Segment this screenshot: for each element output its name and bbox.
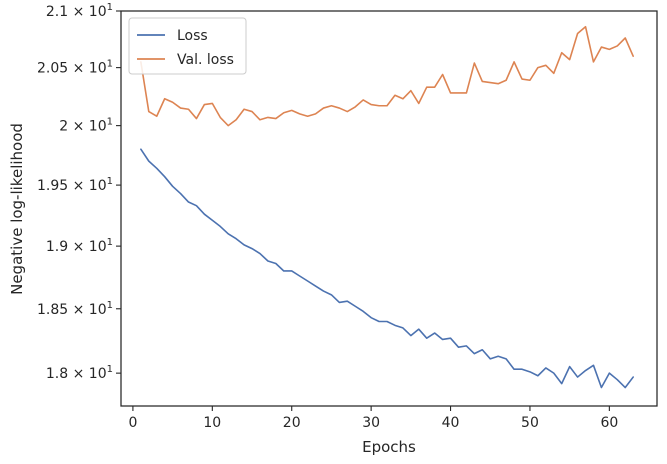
y-tick-mantissa: 1.8 (46, 366, 68, 382)
x-tick-label: 50 (521, 415, 539, 431)
x-tick-label: 0 (128, 415, 137, 431)
y-tick-base: 10 (89, 178, 107, 194)
y-tick-base: 10 (89, 302, 107, 318)
y-tick-times: × (68, 239, 89, 255)
x-tick-label: 40 (442, 415, 460, 431)
y-tick-base: 10 (89, 239, 107, 255)
x-tick-label: 10 (203, 415, 221, 431)
y-tick-label: 1.8 × 101 (46, 364, 113, 382)
y-tick-mantissa: 2.05 (37, 61, 68, 77)
y-tick-mantissa: 2 (59, 119, 68, 135)
y-tick-mantissa: 1.85 (37, 302, 68, 318)
series-layer (140, 25, 634, 389)
y-axis-label: Negative log-likelihood (8, 123, 26, 295)
y-tick-exponent: 1 (107, 176, 113, 187)
y-tick-times: × (68, 178, 89, 194)
legend-label: Loss (177, 28, 208, 44)
y-tick-label: 1.85 × 101 (37, 300, 113, 318)
y-tick-times: × (68, 119, 89, 135)
y-tick-base: 10 (89, 61, 107, 77)
y-tick-label: 1.9 × 101 (46, 237, 113, 255)
series-line-loss (140, 148, 634, 389)
y-tick-exponent: 1 (107, 2, 113, 13)
y-tick-exponent: 1 (107, 59, 113, 70)
y-tick-times: × (68, 366, 89, 382)
y-tick-base: 10 (89, 366, 107, 382)
y-tick-times: × (68, 4, 89, 20)
y-tick-times: × (68, 61, 89, 77)
legend-box (128, 17, 247, 75)
plot-frame (120, 10, 658, 407)
y-tick-exponent: 1 (107, 117, 113, 128)
series-line-val-loss (140, 25, 634, 127)
y-tick-times: × (68, 302, 89, 318)
y-tick-exponent: 1 (107, 364, 113, 375)
x-tick-label: 30 (362, 415, 380, 431)
y-tick-label: 1.95 × 101 (37, 176, 113, 194)
y-tick-mantissa: 1.9 (46, 239, 68, 255)
legend: Loss Val. loss (128, 17, 247, 75)
x-tick-label: 60 (600, 415, 618, 431)
y-tick-mantissa: 1.95 (37, 178, 68, 194)
x-tick-label: 20 (283, 415, 301, 431)
y-tick-label: 2 × 101 (59, 117, 113, 135)
y-tick-base: 10 (89, 119, 107, 135)
x-axis: 0 10 20 30 40 50 60 (128, 406, 618, 431)
y-tick-base: 10 (89, 4, 107, 20)
y-tick-label: 2.1 × 101 (46, 2, 113, 20)
legend-label: Val. loss (177, 52, 234, 68)
y-tick-mantissa: 2.1 (46, 4, 68, 20)
y-tick-exponent: 1 (107, 300, 113, 311)
y-tick-label: 2.05 × 101 (37, 59, 113, 77)
y-tick-exponent: 1 (107, 237, 113, 248)
x-axis-label: Epochs (362, 438, 416, 456)
